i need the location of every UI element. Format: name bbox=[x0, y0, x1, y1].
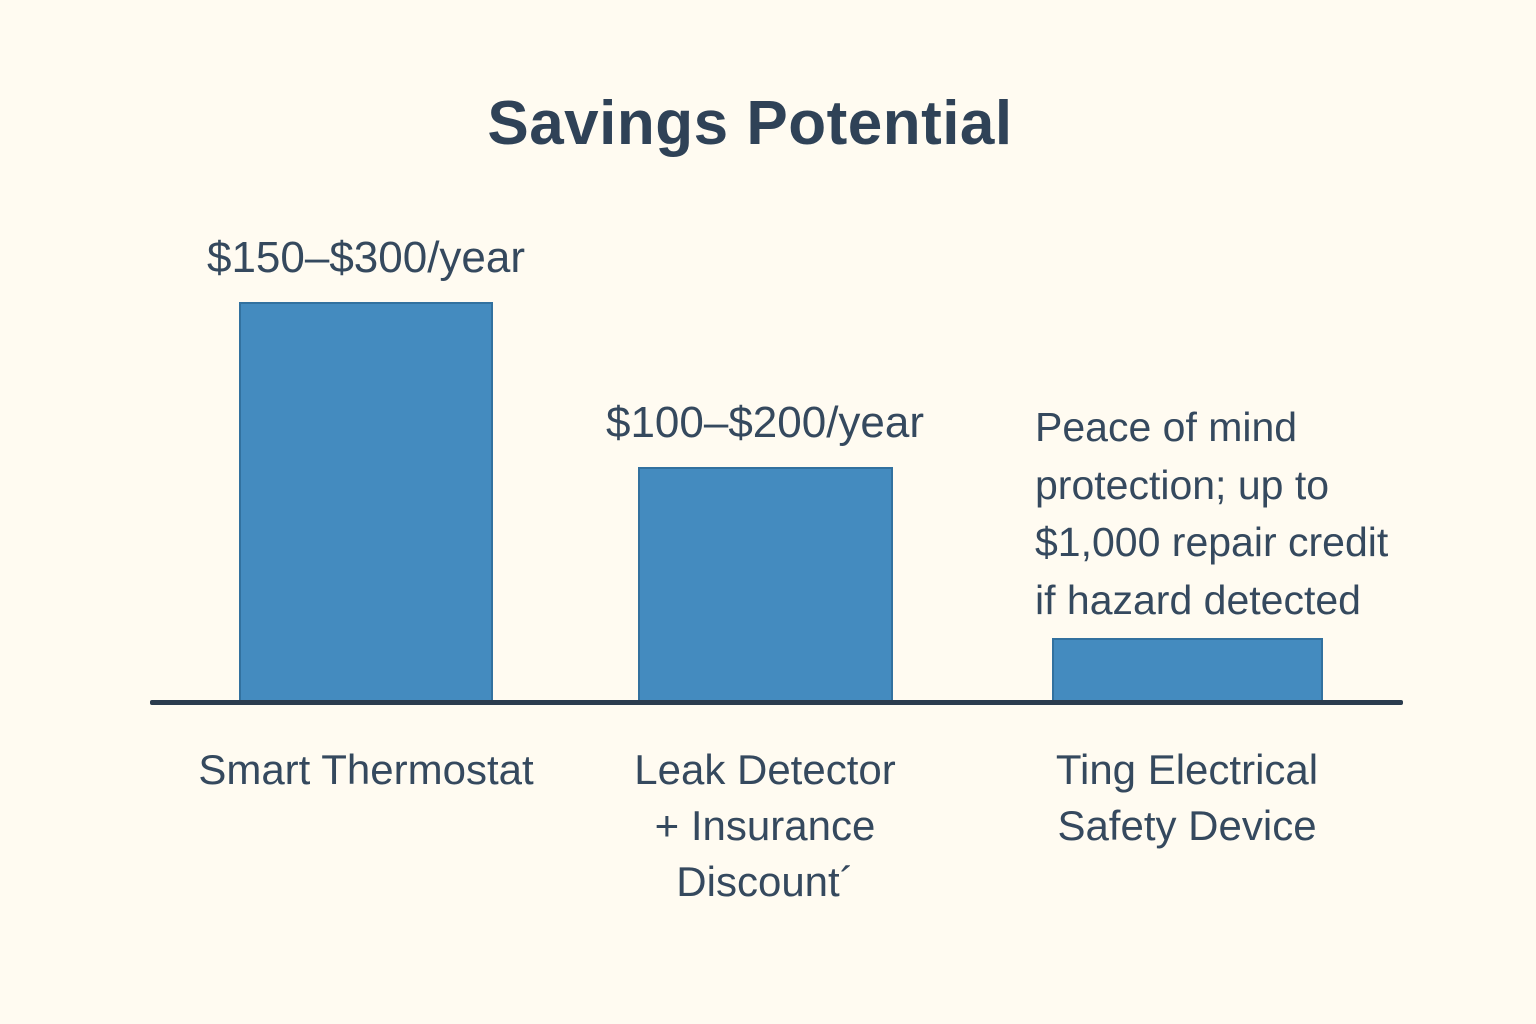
annotation-line: $1,000 repair credit bbox=[1035, 519, 1389, 565]
category-label-leak-detector: Leak Detector + Insurance Discount´ bbox=[465, 742, 1065, 910]
x-axis-line bbox=[150, 700, 1403, 705]
bar-leak-detector bbox=[638, 467, 893, 702]
annotation-ting-device: Peace of mind protection; up to $1,000 r… bbox=[1035, 399, 1455, 629]
category-line: Leak Detector bbox=[634, 746, 896, 793]
category-line: Smart Thermostat bbox=[198, 746, 534, 793]
value-label-leak-detector: $100–$200/year bbox=[605, 398, 925, 447]
category-line: Discount´ bbox=[676, 858, 854, 905]
category-label-smart-thermostat: Smart Thermostat bbox=[66, 742, 666, 798]
category-line: Ting Electrical bbox=[1055, 746, 1319, 793]
category-line: + Insurance bbox=[654, 802, 876, 849]
value-label-smart-thermostat: $150–$300/year bbox=[206, 233, 526, 282]
category-label-ting-device: Ting Electrical Safety Device bbox=[887, 742, 1487, 854]
chart-title: Savings Potential bbox=[487, 89, 1013, 158]
bar-ting-device bbox=[1052, 638, 1323, 702]
bar-smart-thermostat bbox=[239, 302, 493, 702]
category-line: Safety Device bbox=[1057, 802, 1317, 849]
annotation-line: Peace of mind bbox=[1035, 404, 1298, 450]
annotation-line: protection; up to bbox=[1035, 461, 1330, 508]
annotation-line: if hazard detected bbox=[1035, 576, 1361, 623]
